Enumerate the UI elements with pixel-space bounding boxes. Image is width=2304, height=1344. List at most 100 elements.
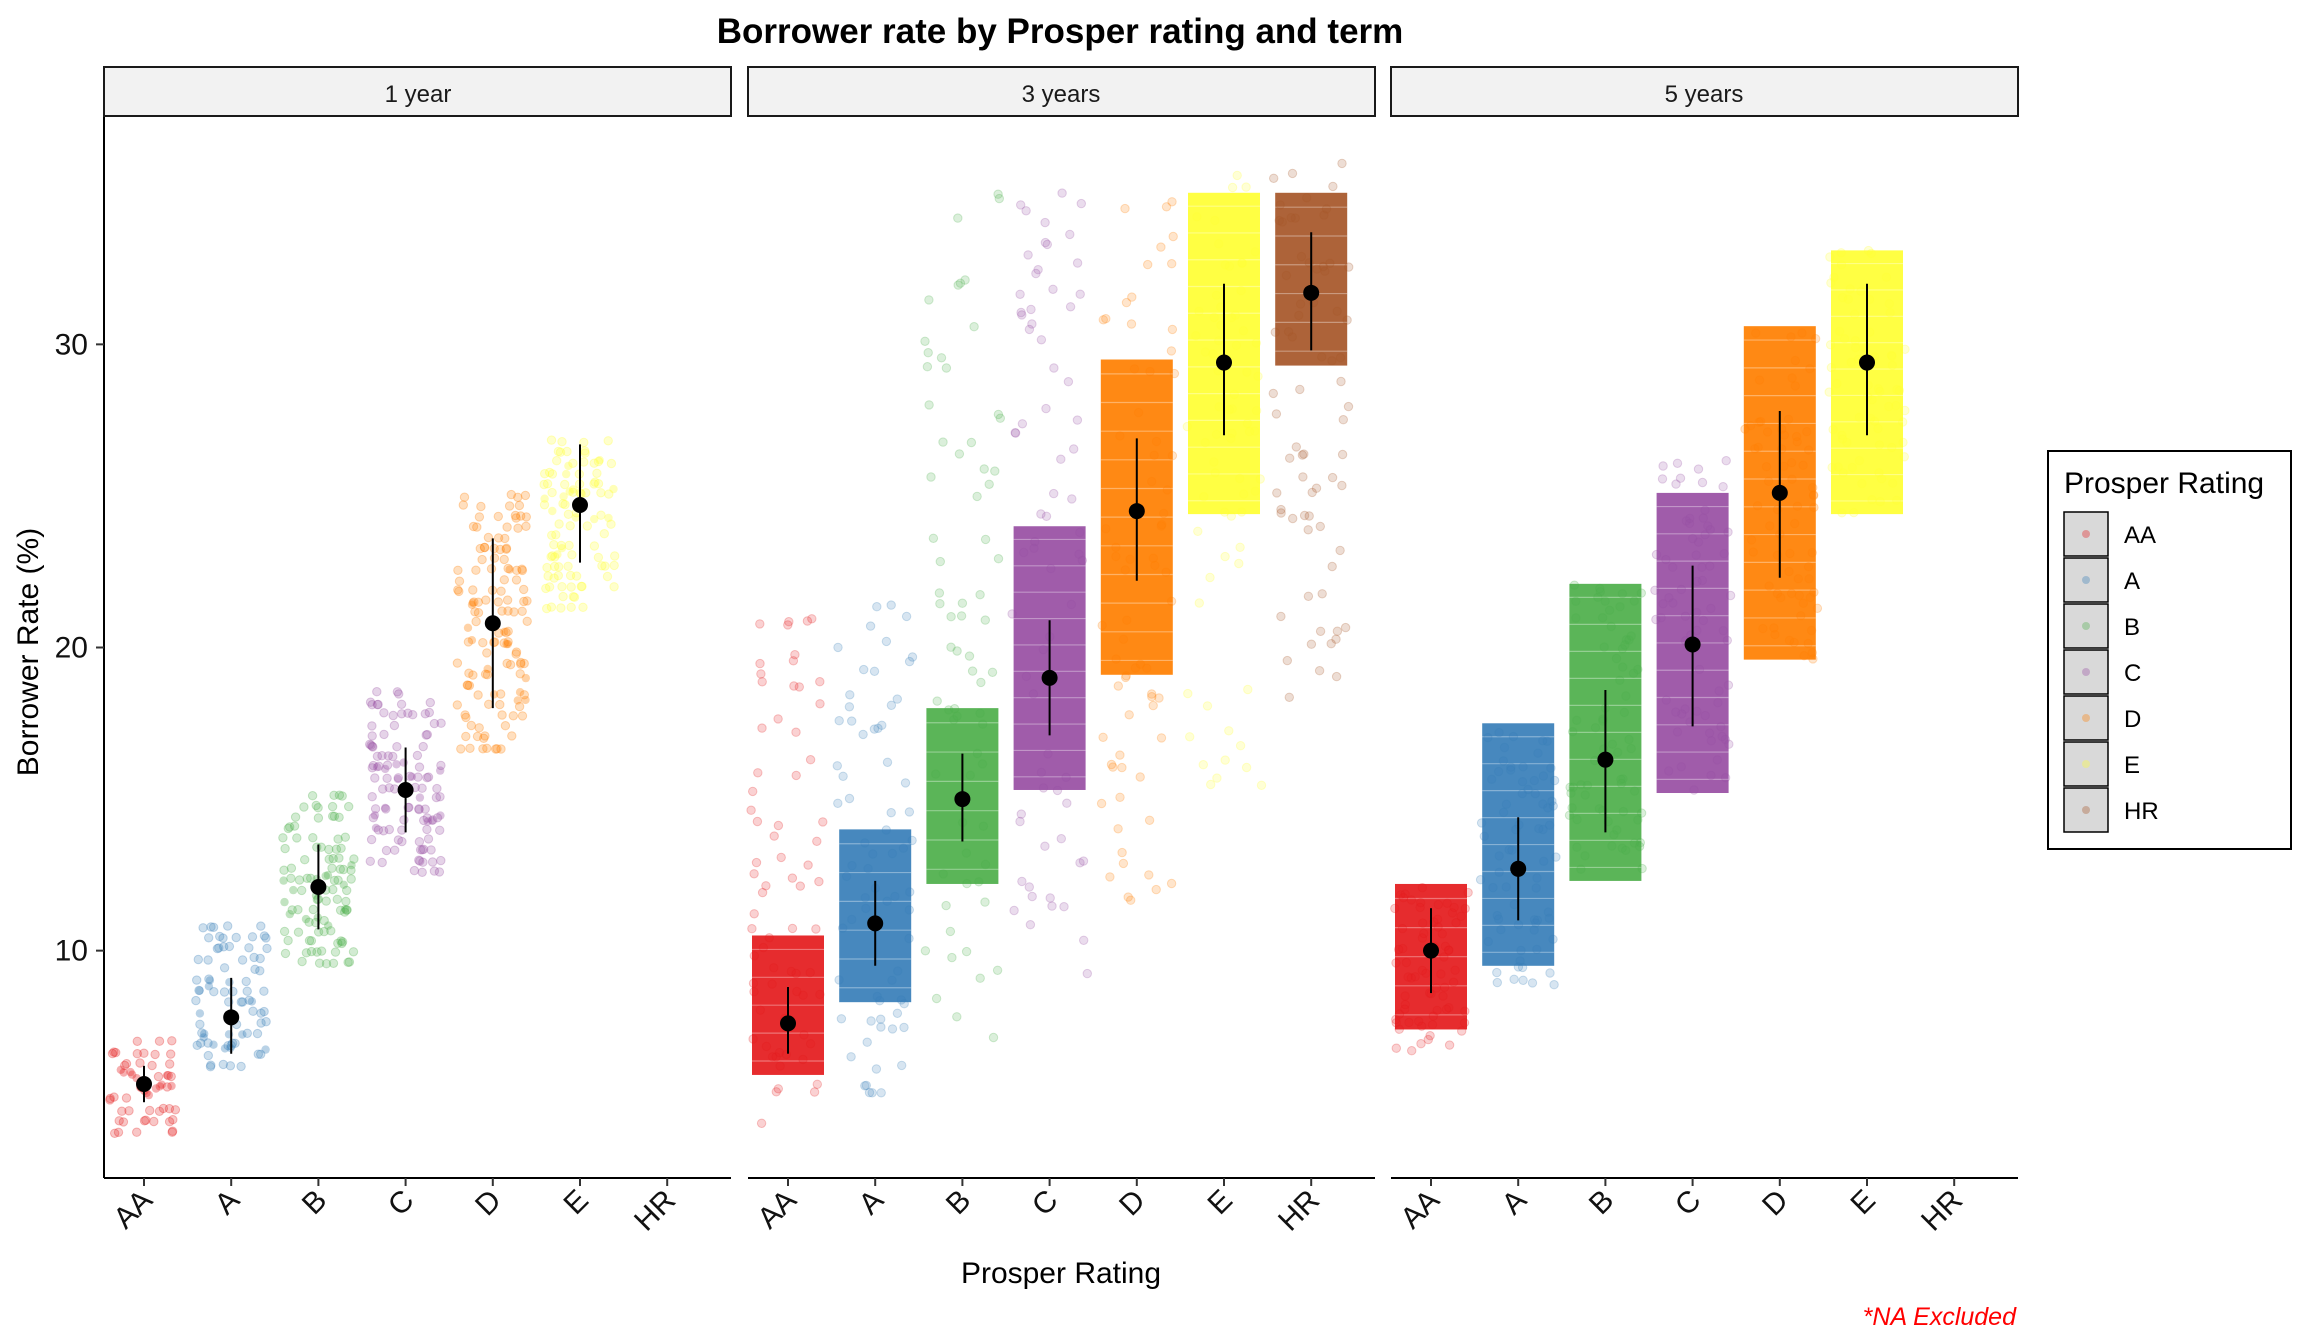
data-point (324, 854, 334, 864)
mean-point-aa (1423, 942, 1439, 959)
data-point (1296, 251, 1307, 262)
data-point (340, 905, 350, 914)
data-point (749, 951, 759, 961)
data-point (1837, 434, 1848, 444)
data-point (1027, 319, 1037, 329)
data-point (815, 677, 825, 687)
legend-key (2063, 741, 2109, 787)
data-point (306, 936, 317, 946)
data-point (502, 658, 512, 669)
data-point (456, 744, 466, 754)
data-point (1235, 741, 1246, 751)
data-point (1303, 525, 1313, 535)
data-point (1785, 548, 1795, 559)
points-e (539, 435, 620, 614)
data-point (1327, 561, 1337, 572)
data-point (493, 533, 504, 543)
data-point (1694, 664, 1705, 675)
data-point (1837, 430, 1847, 440)
data-point (1304, 511, 1314, 521)
data-point (1394, 1024, 1405, 1034)
data-point (1224, 726, 1234, 736)
data-point (479, 542, 490, 553)
data-point (135, 1058, 145, 1068)
data-point (1113, 824, 1123, 834)
data-point (1509, 899, 1519, 910)
data-point (1113, 681, 1124, 691)
data-point (218, 1059, 229, 1070)
data-point (1888, 478, 1898, 488)
data-point (1803, 638, 1813, 649)
data-point (379, 729, 389, 740)
data-point (995, 413, 1005, 423)
data-point (393, 835, 404, 845)
data-point (418, 857, 428, 867)
data-point (1075, 858, 1085, 868)
data-point (752, 816, 763, 827)
data-point (1810, 334, 1821, 344)
data-point (1887, 442, 1897, 453)
panel-3 (1390, 245, 1910, 1056)
data-point (463, 623, 473, 632)
data-point (756, 1118, 767, 1129)
data-point (1065, 229, 1075, 240)
data-point (164, 1104, 175, 1114)
data-point (452, 700, 462, 710)
data-point (952, 711, 962, 721)
data-point (1028, 689, 1039, 699)
data-point (978, 821, 989, 831)
data-point (1651, 614, 1661, 625)
data-point (415, 845, 426, 855)
data-point (758, 942, 769, 953)
data-point (368, 760, 378, 771)
data-point (767, 1052, 778, 1062)
data-point (319, 926, 329, 937)
data-point (468, 585, 478, 595)
data-point (521, 521, 531, 531)
data-point (253, 1049, 263, 1059)
data-point (1230, 310, 1241, 320)
data-point (1506, 762, 1516, 772)
data-point (261, 933, 271, 943)
data-point (1256, 780, 1267, 790)
data-point (769, 963, 779, 973)
data-point (603, 436, 613, 446)
data-point (1459, 1018, 1470, 1028)
data-point (340, 832, 350, 842)
data-point (980, 534, 991, 545)
data-point (979, 464, 989, 474)
data-point (773, 1084, 783, 1094)
data-point (887, 848, 898, 859)
data-point (120, 1060, 130, 1071)
data-point (975, 708, 985, 718)
data-point (1494, 851, 1504, 861)
data-point (955, 278, 966, 288)
data-point (483, 664, 492, 674)
data-point (1038, 644, 1049, 655)
data-point (1335, 545, 1345, 556)
data-point (204, 974, 214, 984)
data-point (542, 562, 552, 573)
data-point (1764, 581, 1774, 591)
data-point (907, 835, 917, 846)
data-point (415, 856, 425, 866)
data-point (548, 506, 557, 516)
data-point (1854, 455, 1865, 466)
data-point (965, 770, 975, 780)
chart-title: Borrower rate by Prosper rating and term (717, 12, 1404, 51)
data-point (1078, 856, 1089, 866)
data-point (1061, 772, 1071, 782)
data-point (1712, 755, 1723, 765)
data-point (546, 435, 557, 445)
data-point (236, 997, 247, 1007)
data-point (167, 1036, 177, 1046)
data-point (892, 694, 902, 704)
data-point (974, 877, 984, 887)
data-point (1224, 405, 1235, 415)
data-point (1428, 1011, 1439, 1021)
data-point (219, 987, 230, 997)
data-point (565, 521, 575, 531)
data-point (167, 1127, 177, 1137)
data-point (1806, 625, 1817, 636)
data-point (901, 611, 912, 622)
